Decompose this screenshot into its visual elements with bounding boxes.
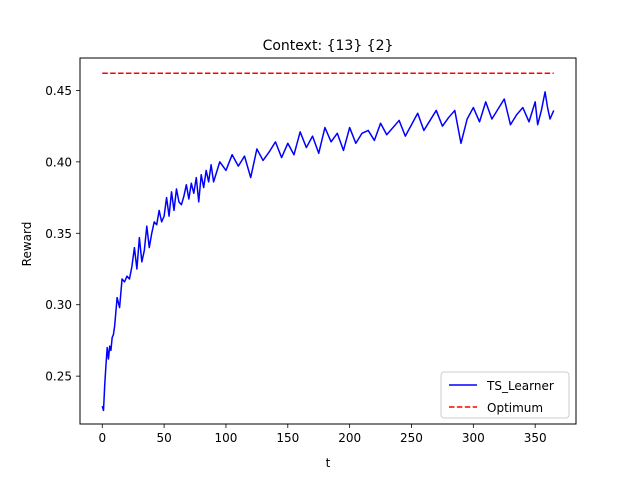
y-tick-label: 0.25 xyxy=(45,370,72,384)
plot-data-layer xyxy=(101,72,555,412)
x-tick-label: 100 xyxy=(215,431,238,445)
y-tick-label: 0.45 xyxy=(45,84,72,98)
x-axis-label: t xyxy=(326,456,331,470)
x-tick-label: 0 xyxy=(98,431,106,445)
x-tick-label: 200 xyxy=(338,431,361,445)
y-axis-label: Reward xyxy=(20,222,34,267)
x-tick-label: 250 xyxy=(400,431,423,445)
series-line-ts-learner xyxy=(101,91,555,412)
legend-label-ts-learner: TS_Learner xyxy=(486,379,554,393)
plot-area-frame xyxy=(79,57,577,425)
chart-title: Context: {13} {2} xyxy=(263,38,394,54)
x-tick-label: 300 xyxy=(462,431,485,445)
x-axis-ticks: 0 50 100 150 200 250 300 350 xyxy=(98,424,547,445)
x-tick-label: 150 xyxy=(276,431,299,445)
x-tick-label: 50 xyxy=(156,431,171,445)
y-tick-label: 0.35 xyxy=(45,227,72,241)
chart-legend: TS_Learner Optimum xyxy=(440,371,570,419)
x-tick-label: 350 xyxy=(524,431,547,445)
legend-label-optimum: Optimum xyxy=(487,401,543,415)
y-tick-label: 0.30 xyxy=(45,298,72,312)
y-tick-label: 0.40 xyxy=(45,155,72,169)
y-axis-ticks: 0.25 0.30 0.35 0.40 0.45 xyxy=(45,84,80,384)
